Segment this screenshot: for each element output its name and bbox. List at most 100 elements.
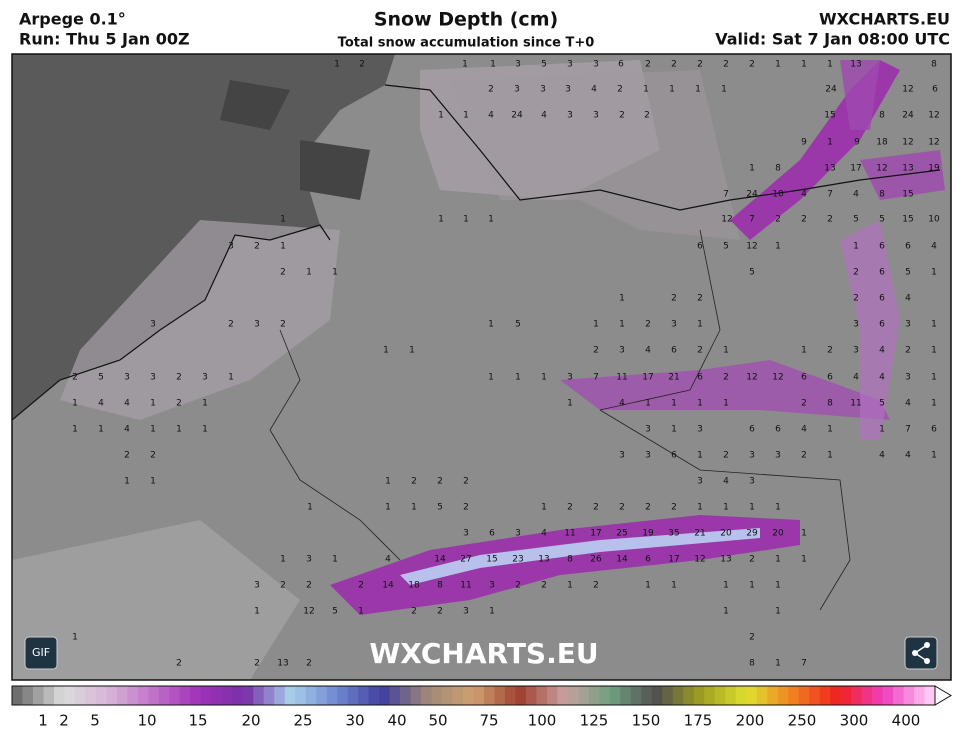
map-value: 2 bbox=[671, 294, 677, 304]
map-value: 6 bbox=[618, 60, 624, 70]
map-value: 6 bbox=[801, 373, 807, 383]
map-value: 2 bbox=[359, 60, 365, 70]
map-value: 2 bbox=[827, 346, 833, 356]
gif-button-box[interactable] bbox=[24, 636, 58, 670]
map-value: 4 bbox=[385, 555, 391, 565]
legend-swatch bbox=[137, 686, 149, 705]
map-value: 1 bbox=[775, 242, 781, 252]
map-value: 12 bbox=[721, 215, 732, 225]
map-value: 25 bbox=[616, 529, 627, 539]
map-value: 4 bbox=[931, 242, 937, 252]
legend-swatch bbox=[809, 686, 821, 705]
map-value: 1 bbox=[593, 320, 599, 330]
map-value: 20 bbox=[772, 529, 784, 539]
legend-label: 20 bbox=[241, 712, 260, 730]
legend-swatch bbox=[274, 686, 286, 705]
map-value: 3 bbox=[463, 529, 469, 539]
map-value: 1 bbox=[462, 60, 468, 70]
map-value: 1 bbox=[775, 60, 781, 70]
legend-swatch bbox=[43, 686, 55, 705]
map-value: 4 bbox=[801, 190, 807, 200]
map-value: 2 bbox=[541, 581, 547, 591]
map-value: 1 bbox=[931, 268, 937, 278]
map-value: 1 bbox=[801, 555, 807, 565]
map-value: 1 bbox=[749, 503, 755, 513]
legend-swatch bbox=[232, 686, 244, 705]
map-value: 12 bbox=[746, 242, 757, 252]
legend-swatch bbox=[368, 686, 380, 705]
legend-label: 150 bbox=[632, 712, 661, 730]
map-value: 1 bbox=[150, 425, 156, 435]
map-value: 1 bbox=[438, 111, 444, 121]
legend-label: 2 bbox=[59, 712, 69, 730]
map-value: 2 bbox=[280, 581, 286, 591]
map-value: 5 bbox=[541, 60, 547, 70]
legend-swatch bbox=[819, 686, 831, 705]
map-value: 4 bbox=[98, 399, 104, 409]
map-value: 2 bbox=[645, 320, 651, 330]
legend-swatch bbox=[127, 686, 139, 705]
map-value: 3 bbox=[565, 85, 571, 95]
map-value: 2 bbox=[617, 85, 623, 95]
map-value: 4 bbox=[905, 399, 911, 409]
map-value: 3 bbox=[775, 451, 781, 461]
map-value: 8 bbox=[879, 111, 885, 121]
legend-swatch bbox=[903, 686, 915, 705]
gif-button[interactable]: GIF bbox=[24, 636, 58, 670]
map-value: 1 bbox=[385, 503, 391, 513]
map-value: 1 bbox=[671, 399, 677, 409]
map-value: 5 bbox=[879, 215, 885, 225]
legend-swatch bbox=[609, 686, 621, 705]
map-value: 1 bbox=[202, 399, 208, 409]
legend-swatch bbox=[379, 686, 391, 705]
map-value: 10 bbox=[772, 190, 784, 200]
map-value: 3 bbox=[514, 85, 520, 95]
map-value: 2 bbox=[853, 294, 859, 304]
map-value: 3 bbox=[567, 60, 573, 70]
legend-label: 175 bbox=[684, 712, 713, 730]
map-value: 2 bbox=[749, 60, 755, 70]
legend-swatch bbox=[347, 686, 359, 705]
map-value: 1 bbox=[124, 477, 130, 487]
legend-swatch bbox=[651, 686, 663, 705]
map-value: 2 bbox=[280, 320, 286, 330]
map-value: 1 bbox=[669, 85, 675, 95]
map-value: 1 bbox=[150, 477, 156, 487]
share-button-box[interactable] bbox=[904, 636, 938, 670]
legend-swatch bbox=[861, 686, 873, 705]
legend-swatch bbox=[295, 686, 307, 705]
map-value: 1 bbox=[306, 268, 312, 278]
legend-swatch bbox=[64, 686, 76, 705]
map-value: 1 bbox=[775, 659, 781, 669]
map-value: 2 bbox=[593, 503, 599, 513]
title: Snow Depth (cm) bbox=[374, 9, 558, 31]
map-value: 12 bbox=[303, 607, 314, 617]
share-button[interactable] bbox=[904, 636, 938, 670]
map-value: 12 bbox=[772, 373, 783, 383]
map-value: 2 bbox=[254, 242, 260, 252]
map-value: 1 bbox=[541, 503, 547, 513]
map-value: 2 bbox=[697, 60, 703, 70]
map-value: 1 bbox=[697, 503, 703, 513]
map-value: 3 bbox=[853, 320, 859, 330]
map-value: 1 bbox=[228, 373, 234, 383]
map-value: 8 bbox=[879, 190, 885, 200]
map-value: 14 bbox=[382, 581, 394, 591]
legend-swatch bbox=[179, 686, 191, 705]
map-value: 1 bbox=[488, 215, 494, 225]
map-value: 1 bbox=[931, 373, 937, 383]
map-value: 1 bbox=[645, 399, 651, 409]
gif-label[interactable]: GIF bbox=[32, 646, 50, 659]
map-value: 1 bbox=[931, 346, 937, 356]
map-value: 2 bbox=[619, 111, 625, 121]
map-value: 2 bbox=[723, 451, 729, 461]
legend-swatch bbox=[798, 686, 810, 705]
legend-swatch bbox=[85, 686, 97, 705]
map-value: 2 bbox=[697, 346, 703, 356]
map-value: 1 bbox=[723, 581, 729, 591]
map-value: 21 bbox=[694, 529, 705, 539]
map-value: 24 bbox=[746, 190, 758, 200]
map-value: 3 bbox=[540, 85, 546, 95]
map-value: 11 bbox=[850, 399, 861, 409]
map-value: 8 bbox=[749, 659, 755, 669]
